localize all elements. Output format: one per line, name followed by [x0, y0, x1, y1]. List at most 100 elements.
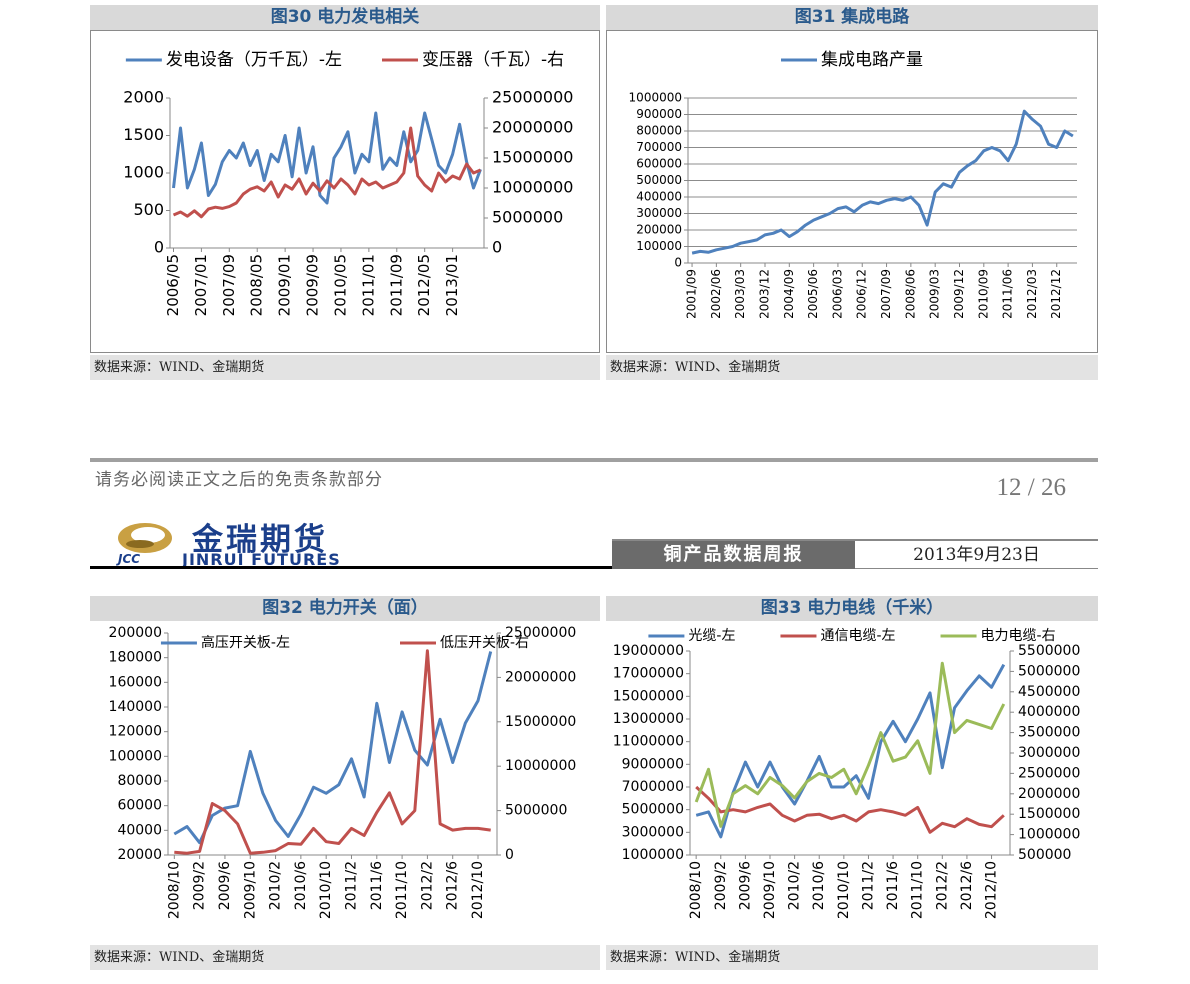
x-tick-label: 2009/03 — [928, 269, 942, 319]
y-tick-label: 7000000 — [622, 779, 684, 795]
x-tick-label: 2008/10 — [688, 861, 704, 919]
y-tick-label: 1000000 — [622, 847, 684, 863]
logo-en: JINRUI FUTURES — [182, 550, 341, 569]
series-line — [691, 109, 1074, 255]
x-tick-label: 2009/12 — [952, 269, 966, 319]
y2-tick-label: 5000000 — [505, 803, 567, 819]
chart-title: 图31 集成电路 — [606, 5, 1098, 30]
x-tick-label: 2010/05 — [331, 254, 349, 316]
x-tick-label: 2009/10 — [762, 861, 778, 919]
x-tick-label: 2012/12 — [1049, 269, 1063, 319]
chart: 0 100000 200000 300000 400000 500000 600000 700… — [629, 50, 1077, 319]
y-tick-label: 40000 — [117, 822, 162, 838]
divider — [612, 539, 1098, 541]
y2-tick-label: 25000000 — [492, 88, 573, 107]
x-tick-label: 2004/09 — [782, 269, 796, 319]
y-tick-label: 11000000 — [613, 734, 684, 750]
x-tick-label: 2011/01 — [359, 254, 377, 316]
x-tick-label: 2012/6 — [445, 861, 461, 910]
y2-tick-label: 2000000 — [1018, 786, 1080, 802]
y-tick-label: 1000 — [123, 163, 164, 182]
x-tick-label: 2012/10 — [470, 861, 486, 919]
legend: 发电设备（万千瓦）-左 变压器（千瓦）-右 — [125, 50, 564, 70]
divider — [90, 458, 1098, 462]
x-tick-label: 2011/2 — [860, 861, 876, 910]
legend: 集成电路产量 — [781, 50, 923, 70]
x-tick-label: 2009/01 — [276, 254, 294, 316]
x-tick-label: 2007/09 — [879, 269, 893, 319]
y-tick-label: 1500 — [123, 125, 164, 144]
divider — [90, 566, 612, 569]
y2-tick-label: 4000000 — [1018, 704, 1080, 720]
x-tick-label: 2009/09 — [304, 254, 322, 316]
legend-label: 集成电路产量 — [821, 50, 923, 70]
x-tick-label: 2011/2 — [343, 861, 359, 910]
legend-label: 电力电缆-右 — [981, 628, 1056, 644]
x-tick-label: 2010/09 — [976, 269, 990, 319]
y-tick-label: 0 — [674, 256, 682, 270]
x-tick-label: 2009/6 — [217, 861, 233, 910]
y-tick-label: 500 — [133, 200, 164, 219]
x-tick-label: 2009/6 — [737, 861, 753, 910]
source: 数据来源：WIND、金瑞期货 — [606, 355, 1098, 380]
series-line — [172, 126, 482, 219]
y2-tick-label: 500000 — [1018, 847, 1071, 863]
y2-tick-label: 5500000 — [1018, 643, 1080, 659]
x-tick-label: 2013/01 — [443, 254, 461, 316]
x-tick-label: 2010/10 — [318, 861, 334, 919]
y-tick-label: 600000 — [636, 157, 682, 171]
y-tick-label: 15000000 — [613, 688, 684, 704]
legend-label: 通信电缆-左 — [820, 628, 895, 644]
x-tick-label: 2007/01 — [192, 254, 210, 316]
y2-tick-label: 3000000 — [1018, 745, 1080, 761]
legend-label: 低压开关板-右 — [440, 635, 529, 651]
x-tick-label: 2006/05 — [164, 254, 182, 316]
y-tick-label: 140000 — [109, 699, 162, 715]
report-title: 铜产品数据周报 — [612, 541, 855, 569]
x-tick-label: 2003/03 — [733, 269, 747, 319]
y-tick-label: 1000000 — [629, 91, 682, 105]
y-tick-label: 9000000 — [622, 756, 684, 772]
x-tick-label: 2010/10 — [836, 861, 852, 919]
y2-tick-label: 20000000 — [492, 118, 573, 137]
x-tick-label: 2011/6 — [885, 861, 901, 910]
y-tick-label: 700000 — [636, 140, 682, 154]
y-tick-label: 900000 — [636, 107, 682, 121]
x-tick-label: 2012/10 — [984, 861, 1000, 919]
y2-tick-label: 2500000 — [1018, 765, 1080, 781]
legend: 光缆-左 通信电缆-左 电力电缆-右 — [648, 628, 1056, 644]
x-tick-label: 2009/2 — [713, 861, 729, 910]
page-number: 12 / 26 — [996, 474, 1066, 501]
report-date: 2013年9月23日 — [855, 541, 1098, 569]
y-tick-label: 500000 — [636, 173, 682, 187]
legend-label: 发电设备（万千瓦）-左 — [166, 50, 342, 70]
y-tick-label: 80000 — [117, 773, 162, 789]
y-tick-label: 200000 — [636, 223, 682, 237]
y-tick-label: 160000 — [109, 674, 162, 690]
x-tick-label: 2002/06 — [709, 269, 723, 319]
y2-tick-label: 4500000 — [1018, 684, 1080, 700]
x-tick-label: 2010/2 — [787, 861, 803, 910]
logo-shape — [126, 540, 154, 548]
y2-tick-label: 15000000 — [505, 714, 576, 730]
x-tick-label: 2003/12 — [757, 269, 771, 319]
x-tick-label: 2010/6 — [811, 861, 827, 910]
y2-tick-label: 1500000 — [1018, 806, 1080, 822]
source: 数据来源：WIND、金瑞期货 — [90, 355, 600, 380]
y2-tick-label: 3500000 — [1018, 725, 1080, 741]
x-tick-label: 2012/6 — [959, 861, 975, 910]
y-tick-label: 20000 — [117, 847, 162, 863]
y-tick-label: 5000000 — [622, 802, 684, 818]
y-tick-label: 2000 — [123, 88, 164, 107]
x-tick-label: 2009/2 — [192, 861, 208, 910]
x-tick-label: 2011/06 — [1001, 269, 1015, 319]
series-line — [174, 649, 491, 855]
y2-tick-label: 25000000 — [505, 625, 576, 641]
x-tick-label: 2006/03 — [830, 269, 844, 319]
y-tick-label: 800000 — [636, 124, 682, 138]
chart-title: 图33 电力电线（千米） — [606, 596, 1098, 621]
y-tick-label: 13000000 — [613, 711, 684, 727]
x-tick-label: 2011/6 — [369, 861, 385, 910]
chart-title: 图32 电力开关（面） — [90, 596, 600, 621]
